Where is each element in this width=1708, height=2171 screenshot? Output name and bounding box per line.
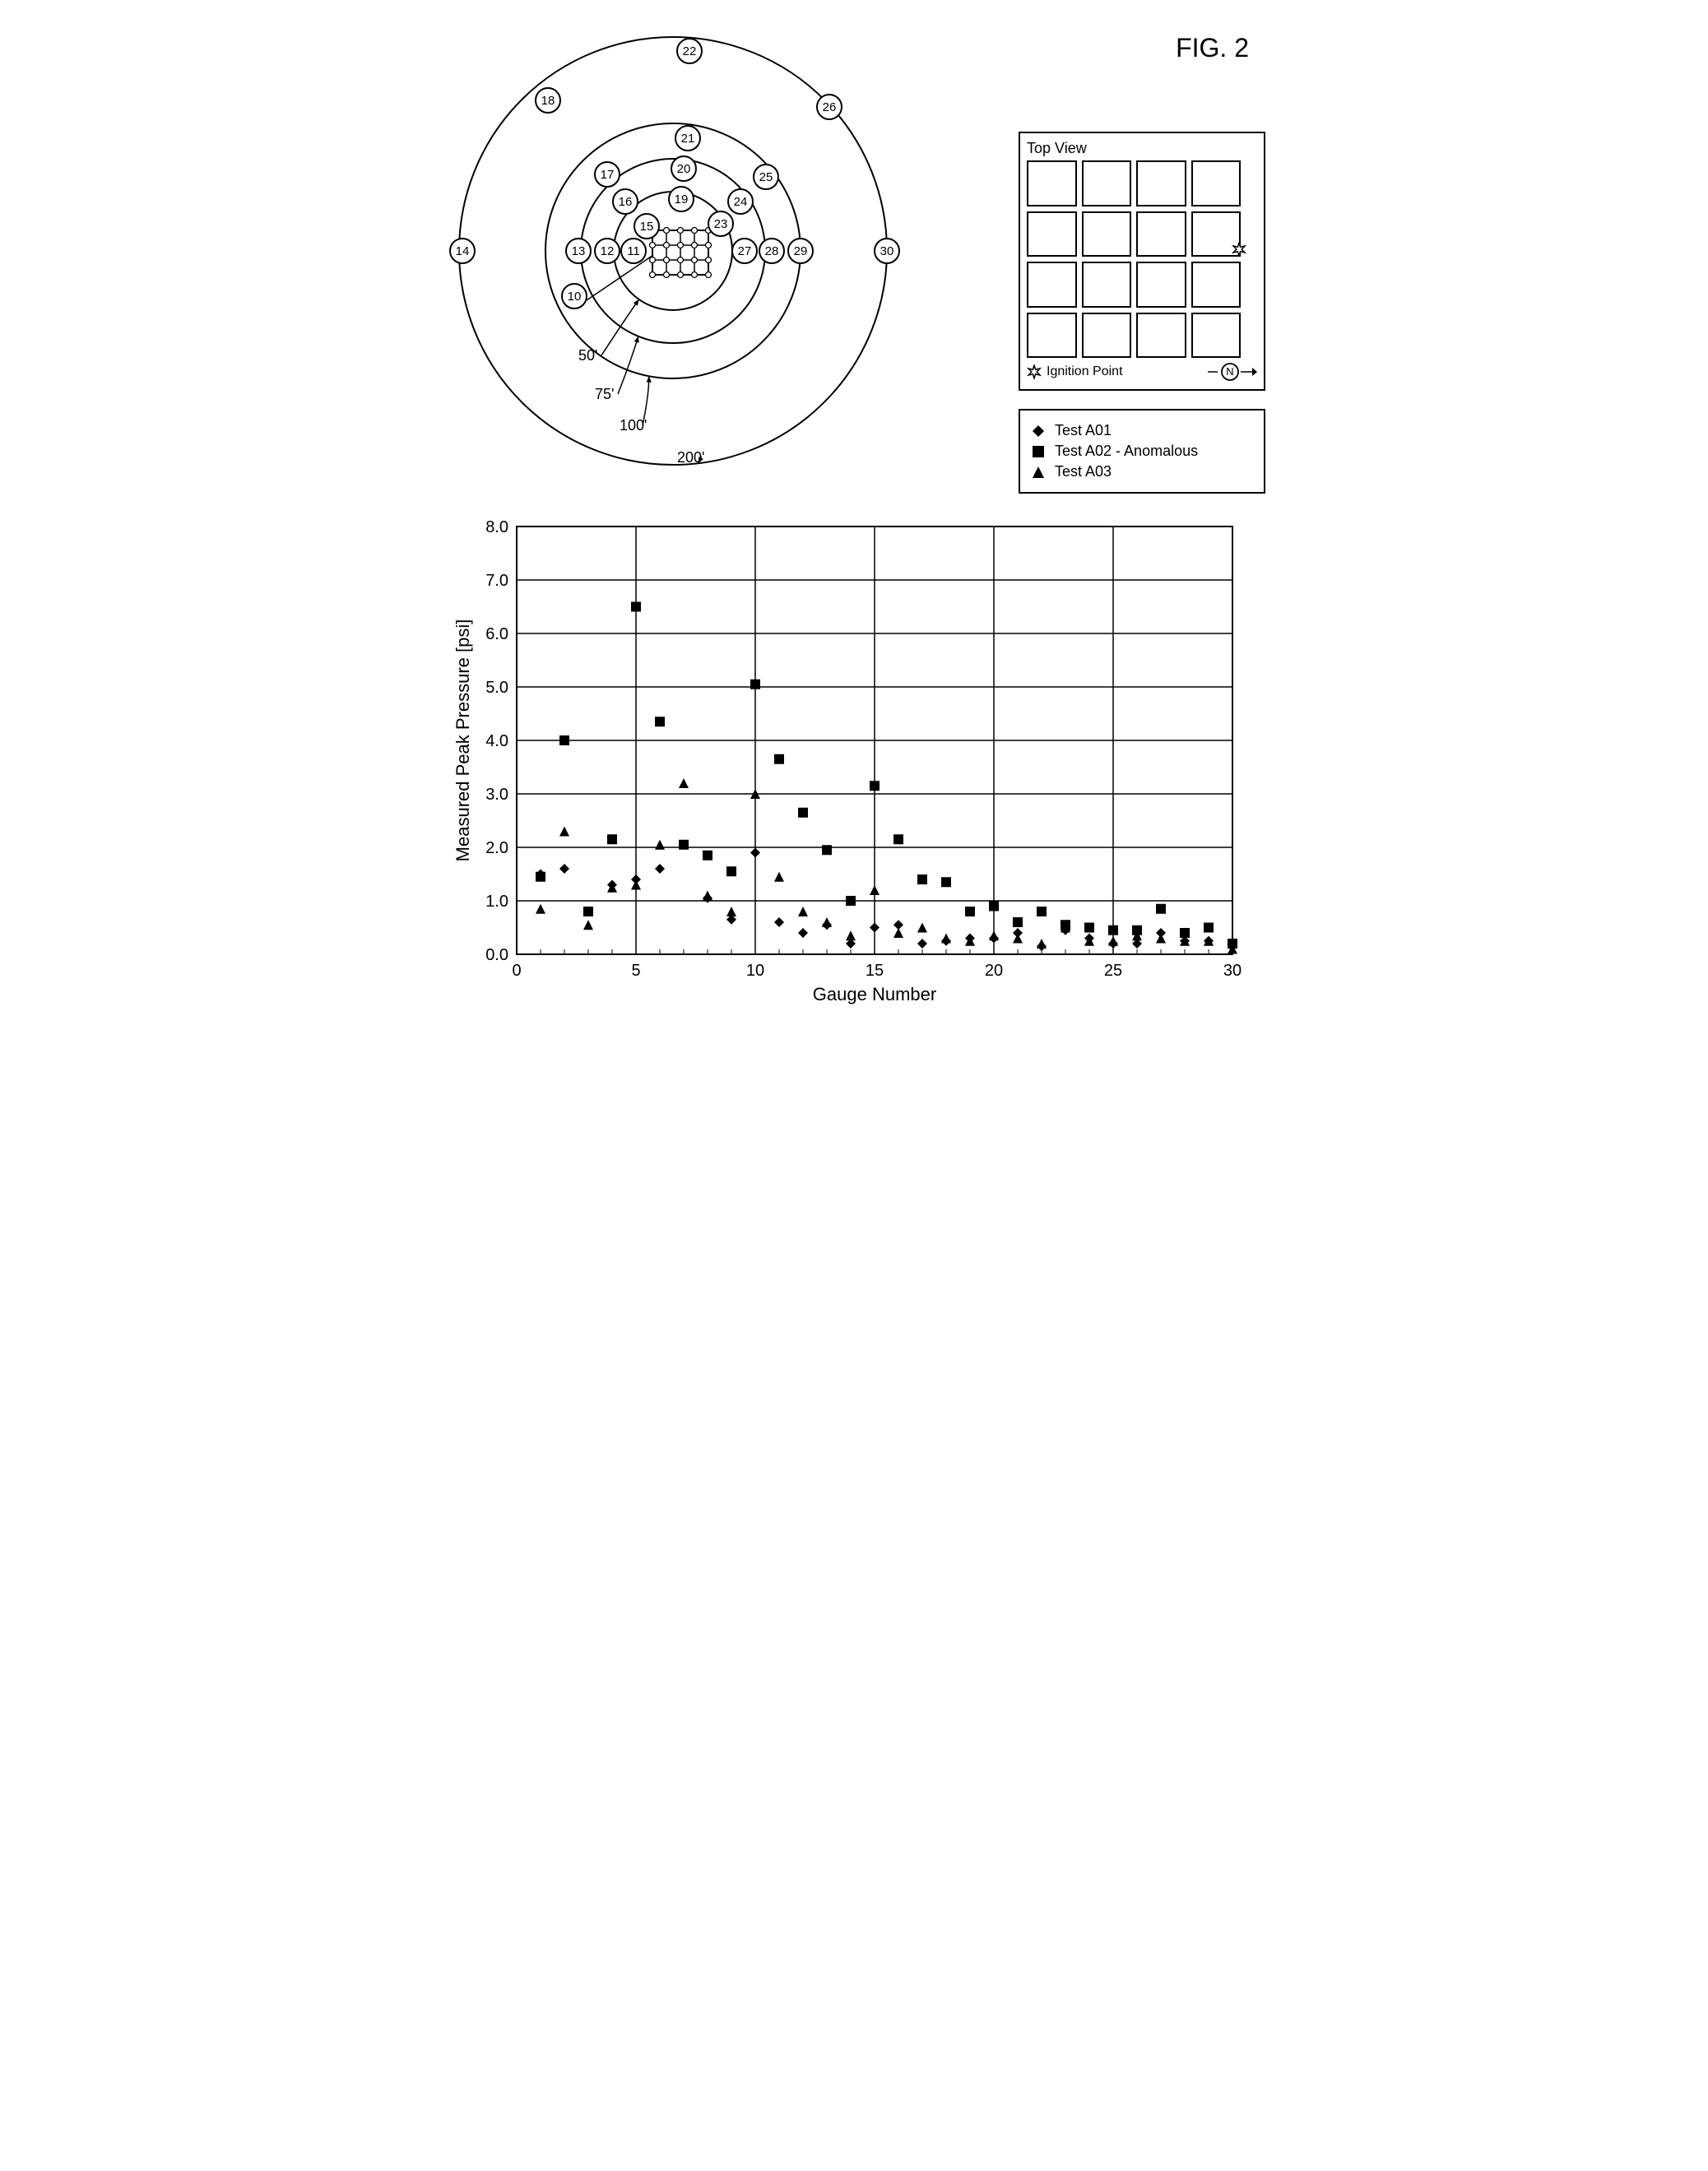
topview-title: Top View [1027,140,1257,157]
svg-text:5.0: 5.0 [485,679,508,697]
module-cell [1191,160,1242,206]
svg-text:8.0: 8.0 [485,518,508,536]
svg-text:2.0: 2.0 [485,839,508,857]
module-cell [1136,160,1186,206]
ignition-row: Ignition Point N [1027,363,1257,381]
module-cell [1136,262,1186,308]
module-cell [1082,211,1132,257]
svg-text:7.0: 7.0 [485,572,508,590]
legend-label: Test A02 - Anomalous [1055,443,1198,460]
svg-text:22: 22 [683,44,697,58]
legend-item: Test A02 - Anomalous [1030,443,1254,460]
star-icon [1027,364,1042,379]
svg-text:75': 75' [595,386,614,402]
module-cell [1191,262,1242,308]
north-arrow: N [1208,363,1257,381]
series-legend: Test A01 Test A02 - Anomalous Test A03 [1019,409,1265,494]
module-cell [1027,262,1077,308]
svg-text:14: 14 [456,244,470,258]
pressure-chart: 0 5 10 15 20 25 30 0.0 1.0 2.0 3.0 4.0 5.0 6.0 7.0 8.0 G… [443,510,1257,1012]
figure-label: FIG. 2 [1176,33,1249,63]
svg-text:24: 24 [734,195,748,209]
svg-text:N: N [1226,365,1233,378]
ignition-star-icon [1232,242,1246,257]
module-cell [1027,313,1077,359]
module-cell [1136,313,1186,359]
svg-text:0: 0 [512,962,521,980]
svg-text:15: 15 [640,220,654,234]
svg-text:29: 29 [794,244,808,258]
svg-text:15: 15 [866,962,884,980]
legend-item: Test A03 [1030,463,1254,480]
svg-text:Gauge Number: Gauge Number [813,984,936,1004]
svg-text:19: 19 [675,193,689,206]
svg-text:13: 13 [572,244,586,258]
legend-label: Test A03 [1055,463,1112,480]
svg-text:20: 20 [985,962,1003,980]
radial-gauge-diagram: 50'75'100'200'22182614302117251329201624… [443,33,903,494]
svg-text:4.0: 4.0 [485,732,508,750]
svg-text:30: 30 [880,244,894,258]
svg-text:10: 10 [746,962,764,980]
side-panels: Top View Ignition Point N [1019,132,1265,494]
svg-text:21: 21 [681,132,695,146]
legend-item: Test A01 [1030,422,1254,439]
svg-text:3.0: 3.0 [485,786,508,804]
svg-text:1.0: 1.0 [485,893,508,911]
svg-text:25: 25 [1104,962,1122,980]
svg-text:25: 25 [759,170,773,184]
svg-text:Measured Peak Pressure [psi]: Measured Peak Pressure [psi] [453,619,473,862]
svg-text:27: 27 [738,244,752,258]
module-cell [1027,211,1077,257]
module-cell [1027,160,1077,206]
module-cell [1136,211,1186,257]
svg-text:18: 18 [541,94,555,108]
svg-text:28: 28 [765,244,779,258]
svg-text:16: 16 [619,195,633,209]
svg-text:6.0: 6.0 [485,625,508,643]
ignition-label: Ignition Point [1047,364,1123,379]
svg-text:23: 23 [714,217,728,231]
module-cell [1082,313,1132,359]
svg-text:17: 17 [601,168,615,182]
svg-text:50': 50' [578,347,597,364]
svg-text:10: 10 [568,290,582,304]
module-cell [1082,262,1132,308]
svg-text:20: 20 [677,162,691,176]
module-cell [1082,160,1132,206]
svg-text:12: 12 [601,244,615,258]
topview-panel: Top View Ignition Point N [1019,132,1265,391]
topview-grid [1027,160,1241,358]
svg-text:0.0: 0.0 [485,946,508,964]
top-section: FIG. 2 50'75'100'200'2218261430211725132… [443,33,1265,494]
radial-svg: 50'75'100'200'22182614302117251329201624… [443,33,903,494]
svg-text:30: 30 [1223,962,1242,980]
figure-2: FIG. 2 50'75'100'200'2218261430211725132… [443,33,1265,1012]
module-cell [1191,313,1242,359]
chart-svg: 0 5 10 15 20 25 30 0.0 1.0 2.0 3.0 4.0 5.0 6.0 7.0 8.0 G… [443,510,1257,1012]
legend-label: Test A01 [1055,422,1112,439]
svg-text:5: 5 [631,962,640,980]
svg-text:26: 26 [823,100,837,114]
svg-text:11: 11 [627,244,640,258]
